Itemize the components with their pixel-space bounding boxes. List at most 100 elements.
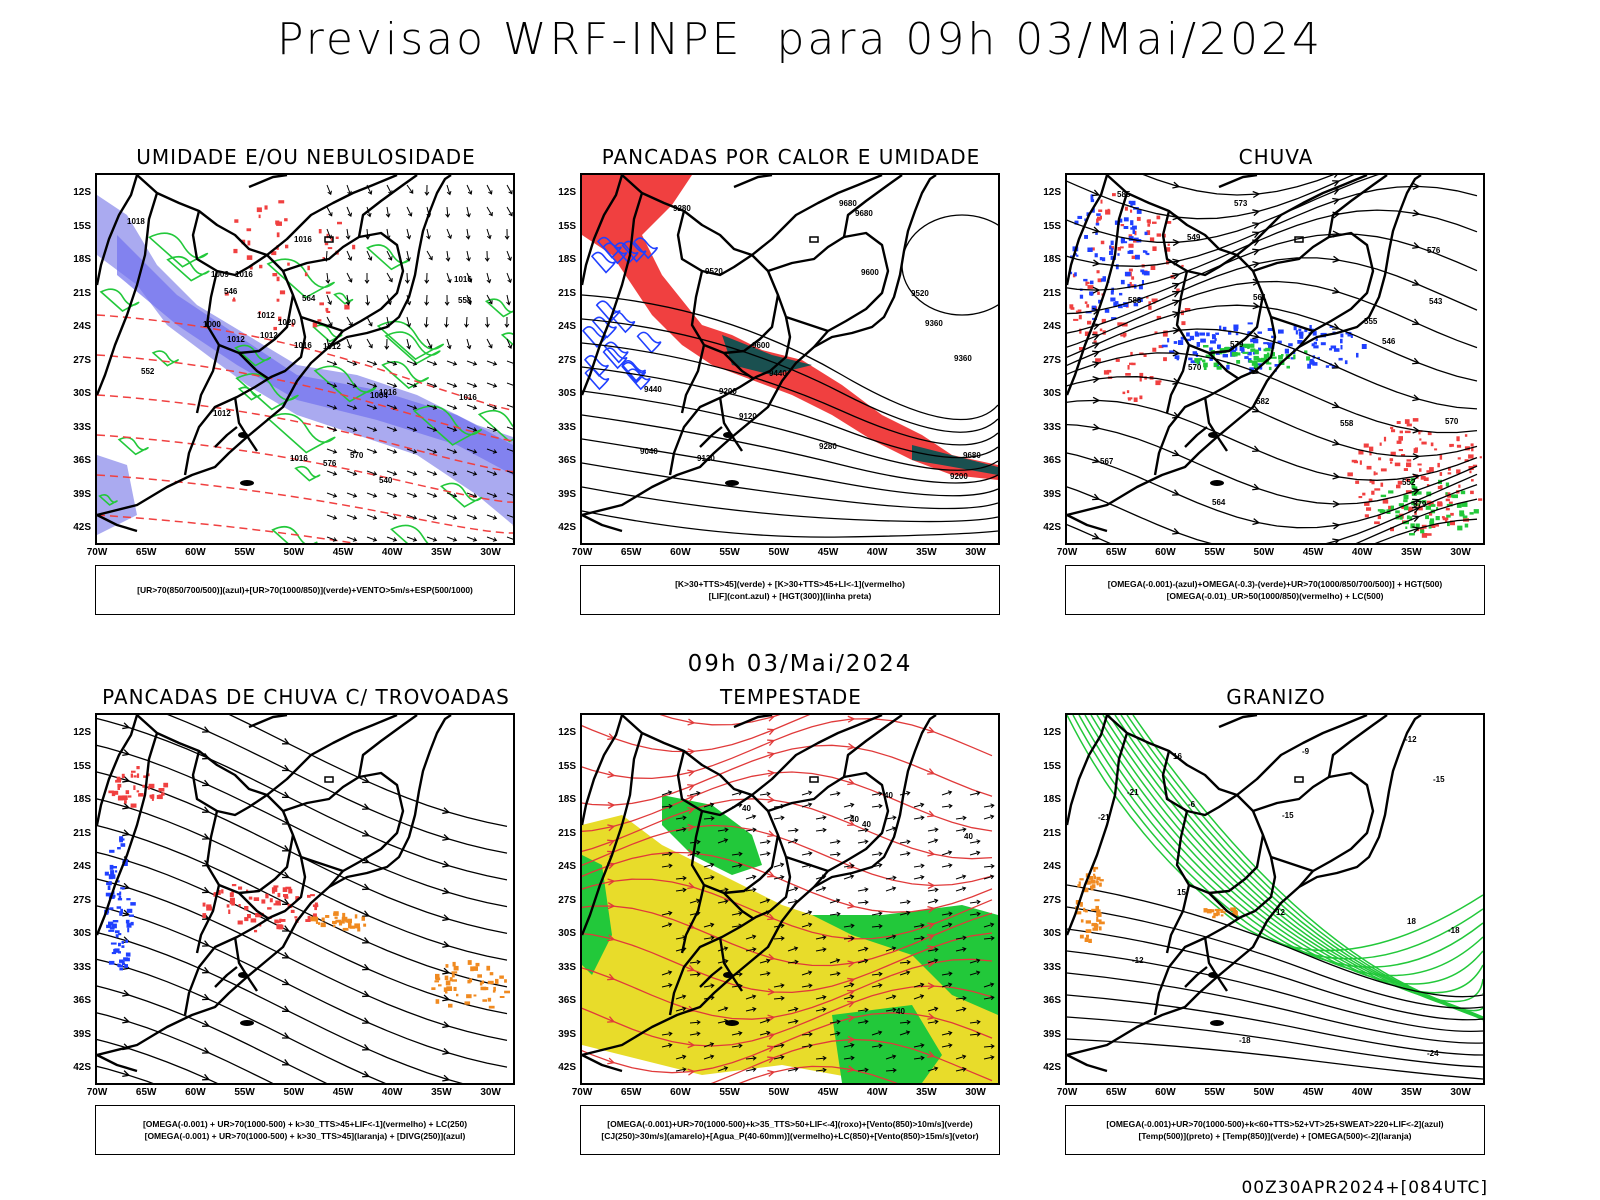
wind-arrow bbox=[955, 1054, 967, 1060]
flow-arrow bbox=[847, 778, 856, 786]
wind-arrow bbox=[346, 448, 358, 454]
lat-label: 12S bbox=[1043, 187, 1061, 198]
flow-arrow bbox=[442, 887, 451, 895]
flow-arrow bbox=[607, 839, 616, 847]
wind-arrow bbox=[969, 899, 981, 905]
streamline bbox=[582, 744, 993, 806]
legend-box: [OMEGA(-0.001)+UR>70(1000-500)+k>35_TTS>… bbox=[580, 1105, 1000, 1155]
flow-arrow bbox=[1332, 180, 1341, 187]
wind-arrow bbox=[446, 382, 458, 388]
wind-arrow bbox=[466, 272, 473, 283]
wind-arrow bbox=[689, 850, 701, 856]
flow-arrow bbox=[1252, 209, 1261, 217]
wind-arrow bbox=[941, 863, 953, 868]
contour-label: 15 bbox=[1177, 888, 1186, 897]
lat-label: 18S bbox=[1043, 254, 1061, 265]
flow-arrow bbox=[1412, 182, 1421, 190]
flow-arrow bbox=[1252, 332, 1261, 340]
lagoon bbox=[238, 972, 248, 978]
wind-arrow bbox=[426, 536, 438, 542]
wind-arrow bbox=[871, 983, 883, 988]
lat-label: 36S bbox=[73, 455, 91, 466]
omega-orange-center bbox=[1203, 907, 1238, 919]
wind-arrow bbox=[661, 851, 673, 857]
state-border bbox=[1208, 892, 1240, 920]
lat-label: 42S bbox=[73, 522, 91, 533]
wind-arrow bbox=[885, 1007, 897, 1013]
lat-label: 24S bbox=[73, 861, 91, 872]
wind-arrow bbox=[913, 923, 925, 928]
temp850-line bbox=[1096, 715, 1483, 994]
state-border bbox=[1252, 771, 1375, 888]
flow-arrow bbox=[1412, 318, 1421, 326]
streamline bbox=[582, 1012, 993, 1074]
wind-arrow bbox=[366, 360, 378, 366]
wind-arrow bbox=[871, 911, 883, 916]
wind-arrow bbox=[983, 982, 995, 988]
wind-arrow bbox=[857, 839, 869, 845]
wind-arrow bbox=[406, 426, 418, 432]
wind-arrow bbox=[829, 971, 841, 977]
wind-arrow bbox=[366, 536, 378, 542]
humidity-core bbox=[117, 235, 513, 475]
streamline bbox=[228, 715, 508, 828]
lon-label: 60W bbox=[670, 547, 691, 558]
wind-arrow bbox=[326, 470, 338, 476]
flow-arrow bbox=[1252, 190, 1261, 199]
humidity-contour bbox=[148, 232, 209, 268]
wind-arrow bbox=[927, 958, 939, 964]
lon-label: 55W bbox=[1204, 547, 1225, 558]
wind-arrow bbox=[885, 994, 897, 1000]
wind-arrow bbox=[386, 492, 398, 498]
wind-arrow bbox=[486, 360, 498, 366]
thickness-line bbox=[97, 514, 358, 543]
wind-arrow bbox=[426, 470, 438, 476]
legend-box: [OMEGA(-0.001)-(azul)+OMEGA(-0.3)-(verde… bbox=[1065, 565, 1485, 615]
thickness-line bbox=[97, 354, 513, 442]
political-borders bbox=[97, 175, 418, 533]
state-border bbox=[699, 426, 723, 448]
flow-arrow bbox=[1412, 498, 1421, 506]
contour-label: 552 bbox=[1402, 478, 1416, 487]
contour-label: 558 bbox=[458, 296, 472, 305]
humidity-contour bbox=[117, 436, 149, 456]
contour-label: 9280 bbox=[819, 442, 837, 451]
lat-label: 33S bbox=[1043, 421, 1061, 433]
state-border bbox=[680, 884, 706, 954]
flow-arrow bbox=[1412, 488, 1421, 495]
lon-label: 65W bbox=[620, 547, 642, 558]
temp850-line bbox=[1078, 715, 1483, 968]
heat-area-teal bbox=[722, 335, 812, 375]
hgt-line bbox=[582, 294, 998, 421]
contour-label: 546 bbox=[224, 287, 238, 296]
hgt-line bbox=[582, 414, 998, 484]
lat-label: 33S bbox=[73, 961, 91, 973]
wind-arrow bbox=[941, 971, 953, 977]
temp500-line bbox=[1067, 906, 1483, 1009]
wind-arrow bbox=[759, 958, 771, 964]
contour-label: 561 bbox=[1253, 293, 1267, 302]
state-border bbox=[582, 732, 644, 936]
humidity-contour bbox=[484, 298, 513, 318]
legend-box: [OMEGA(-0.001) + UR>70(1000-500) + k>30_… bbox=[95, 1105, 515, 1155]
wind-arrow bbox=[406, 470, 418, 476]
wind-arrow bbox=[386, 360, 398, 366]
wind-arrow bbox=[983, 874, 995, 880]
lagoon bbox=[238, 432, 248, 438]
lat-label: 36S bbox=[558, 995, 576, 1006]
federal-district bbox=[324, 776, 334, 783]
streamline bbox=[1067, 175, 1355, 220]
flow-arrow bbox=[202, 966, 211, 974]
flow-arrow bbox=[442, 1048, 451, 1055]
streamline bbox=[582, 718, 993, 780]
panel-title: PANCADAS POR CALOR E UMIDADE bbox=[601, 145, 981, 169]
state-border bbox=[1218, 175, 1258, 189]
wind-arrow bbox=[731, 1031, 743, 1036]
flow-arrow bbox=[442, 860, 451, 868]
wind-arrow bbox=[857, 887, 869, 892]
contour-label: 1016 bbox=[454, 275, 472, 284]
lon-label: 30W bbox=[1450, 1087, 1471, 1098]
flow-arrow bbox=[1092, 350, 1101, 358]
lon-label: 30W bbox=[480, 547, 501, 558]
contour-label: -15 bbox=[1282, 811, 1294, 820]
